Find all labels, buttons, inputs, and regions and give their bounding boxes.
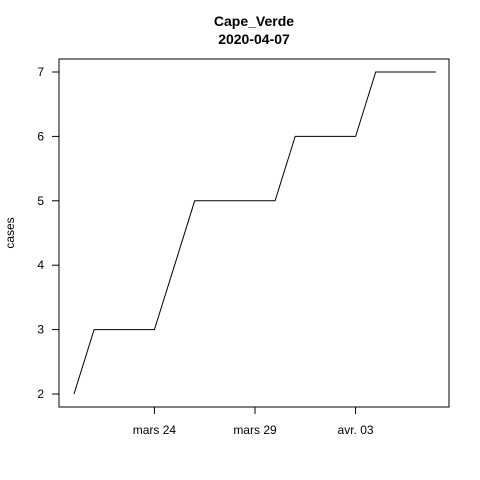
y-tick-label: 5 — [37, 194, 44, 208]
x-axis: mars 24 mars 29 avr. 03 — [133, 406, 374, 437]
y-tick-label: 7 — [37, 65, 44, 79]
plot-frame — [58, 58, 450, 408]
y-axis: 2 3 4 5 6 7 — [37, 65, 60, 401]
series-layer — [73, 71, 436, 395]
x-tick-label: mars 29 — [233, 423, 277, 437]
y-tick-label: 6 — [37, 129, 44, 143]
y-axis-label: cases — [3, 217, 17, 248]
chart-subtitle: 2020-04-07 — [218, 31, 290, 47]
series-line — [73, 71, 436, 395]
chart-title: Cape_Verde — [214, 13, 294, 29]
x-tick-label: mars 24 — [133, 423, 177, 437]
y-tick-label: 3 — [37, 323, 44, 337]
x-tick-label: avr. 03 — [338, 423, 374, 437]
y-tick-label: 4 — [37, 258, 44, 272]
y-tick-label: 2 — [37, 387, 44, 401]
